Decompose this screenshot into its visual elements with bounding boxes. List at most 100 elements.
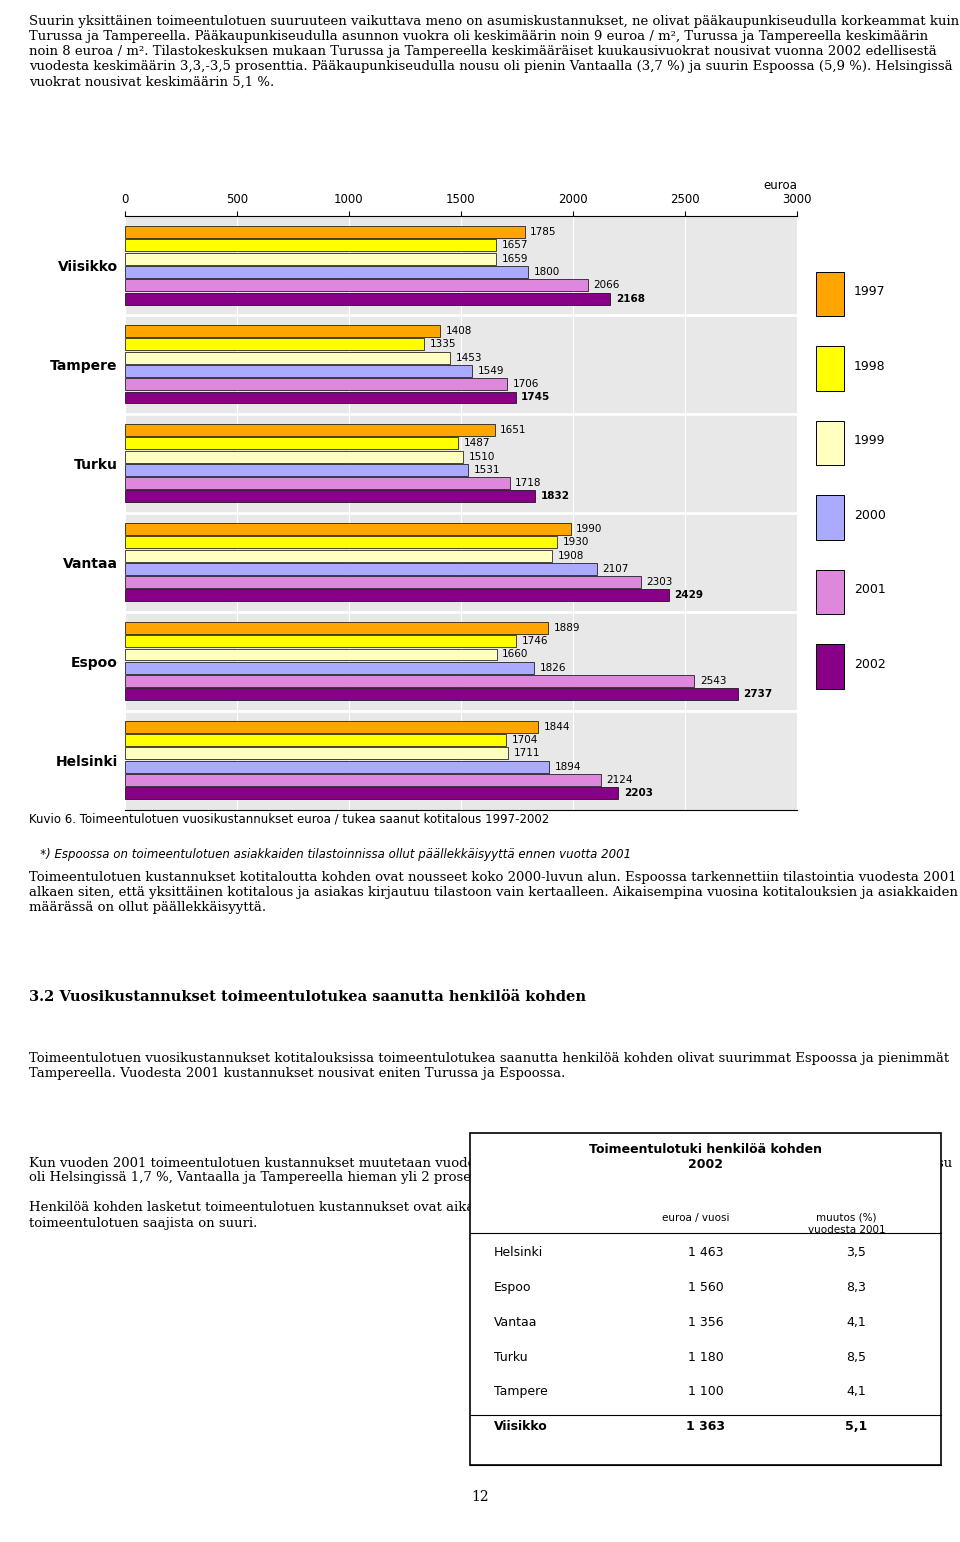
Text: 1657: 1657 bbox=[501, 241, 528, 250]
Text: 1 463: 1 463 bbox=[688, 1246, 723, 1260]
Bar bbox=[125, 589, 669, 601]
FancyBboxPatch shape bbox=[816, 421, 844, 466]
Text: Kuvio 6. Toimeentulotuen vuosikustannukset euroa / tukea saanut kotitalous 1997-: Kuvio 6. Toimeentulotuen vuosikustannuks… bbox=[29, 813, 549, 825]
Text: 1 560: 1 560 bbox=[687, 1281, 724, 1294]
Text: 3.2 Vuosikustannukset toimeentulotukea saanutta henkilöä kohden: 3.2 Vuosikustannukset toimeentulotukea s… bbox=[29, 990, 586, 1004]
Bar bbox=[125, 392, 516, 404]
Text: 1826: 1826 bbox=[540, 663, 566, 672]
Text: 2066: 2066 bbox=[593, 281, 619, 290]
Text: 2429: 2429 bbox=[675, 591, 704, 600]
Bar bbox=[125, 563, 597, 575]
Text: Toimeentulotuki henkilöä kohden
2002: Toimeentulotuki henkilöä kohden 2002 bbox=[589, 1143, 822, 1172]
Text: 2737: 2737 bbox=[743, 689, 773, 700]
Bar bbox=[125, 621, 548, 634]
Bar bbox=[125, 450, 463, 463]
Bar bbox=[125, 722, 538, 732]
Text: 1487: 1487 bbox=[464, 438, 490, 449]
Text: 1785: 1785 bbox=[530, 227, 557, 237]
Text: 1704: 1704 bbox=[512, 736, 539, 745]
Bar bbox=[125, 788, 618, 799]
FancyBboxPatch shape bbox=[816, 569, 844, 614]
Text: euroa / vuosi: euroa / vuosi bbox=[662, 1214, 730, 1223]
Bar bbox=[125, 476, 510, 489]
Text: Tampere: Tampere bbox=[493, 1385, 547, 1399]
Text: 1832: 1832 bbox=[540, 492, 570, 501]
Text: 8,5: 8,5 bbox=[846, 1351, 866, 1363]
Bar bbox=[125, 239, 496, 251]
Bar bbox=[125, 748, 508, 759]
Text: 1908: 1908 bbox=[558, 550, 585, 561]
Bar bbox=[125, 365, 471, 376]
Bar bbox=[125, 549, 552, 561]
Text: 2168: 2168 bbox=[616, 293, 645, 304]
Text: *) Espoossa on toimeentulotuen asiakkaiden tilastoinnissa ollut päällekkäisyyttä: *) Espoossa on toimeentulotuen asiakkaid… bbox=[29, 848, 631, 860]
Text: euroa: euroa bbox=[763, 179, 797, 193]
Text: 1745: 1745 bbox=[521, 393, 550, 402]
Text: 1651: 1651 bbox=[500, 426, 527, 435]
Text: 1711: 1711 bbox=[514, 748, 540, 759]
Text: 2543: 2543 bbox=[700, 675, 727, 686]
Text: 1660: 1660 bbox=[502, 649, 529, 660]
Text: 1549: 1549 bbox=[477, 365, 504, 376]
Text: 1894: 1894 bbox=[555, 762, 581, 771]
Bar bbox=[125, 635, 516, 648]
Bar bbox=[125, 352, 450, 364]
Text: 1 363: 1 363 bbox=[686, 1420, 725, 1433]
Bar bbox=[125, 649, 496, 660]
Bar bbox=[125, 490, 535, 503]
Bar bbox=[125, 293, 611, 304]
Bar bbox=[125, 253, 496, 265]
Text: 4,1: 4,1 bbox=[847, 1385, 866, 1399]
Text: Toimeentulotuen kustannukset kotitaloutta kohden ovat nousseet koko 2000-luvun a: Toimeentulotuen kustannukset kotitaloutt… bbox=[29, 871, 958, 914]
Text: 8,3: 8,3 bbox=[846, 1281, 866, 1294]
Bar bbox=[125, 688, 738, 700]
Text: Toimeentulotuen vuosikustannukset kotitalouksissa toimeentulotukea saanutta henk: Toimeentulotuen vuosikustannukset kotita… bbox=[29, 1052, 948, 1079]
Text: Espoo: Espoo bbox=[493, 1281, 532, 1294]
Text: 12: 12 bbox=[471, 1490, 489, 1505]
Text: 2107: 2107 bbox=[602, 564, 629, 574]
Text: 1 356: 1 356 bbox=[687, 1315, 724, 1329]
Text: 1510: 1510 bbox=[468, 452, 495, 461]
Text: 1718: 1718 bbox=[516, 478, 541, 489]
Text: Turku: Turku bbox=[493, 1351, 528, 1363]
Text: 5,1: 5,1 bbox=[845, 1420, 867, 1433]
Bar bbox=[125, 734, 507, 746]
FancyBboxPatch shape bbox=[816, 495, 844, 540]
Bar bbox=[125, 760, 549, 773]
Text: 1999: 1999 bbox=[853, 435, 885, 447]
Text: 1844: 1844 bbox=[543, 722, 570, 732]
Bar bbox=[125, 523, 570, 535]
Text: 1531: 1531 bbox=[473, 464, 500, 475]
Text: 2000: 2000 bbox=[853, 509, 885, 521]
Bar bbox=[125, 378, 507, 390]
Text: 1800: 1800 bbox=[534, 267, 560, 278]
FancyBboxPatch shape bbox=[816, 645, 844, 689]
Bar bbox=[125, 774, 601, 786]
Bar bbox=[125, 675, 694, 688]
Text: 1335: 1335 bbox=[429, 339, 456, 350]
Text: 1998: 1998 bbox=[853, 359, 885, 373]
Text: 1990: 1990 bbox=[576, 524, 603, 534]
Bar bbox=[125, 537, 557, 549]
Bar bbox=[125, 279, 588, 291]
Text: 1746: 1746 bbox=[521, 637, 548, 646]
Text: Kun vuoden 2001 toimeentulotuen kustannukset muutetaan vuoden 2002 rahan arvoon,: Kun vuoden 2001 toimeentulotuen kustannu… bbox=[29, 1156, 952, 1229]
Text: 1997: 1997 bbox=[853, 285, 885, 298]
Text: 3,5: 3,5 bbox=[846, 1246, 866, 1260]
Text: muutos (%)
vuodesta 2001: muutos (%) vuodesta 2001 bbox=[808, 1214, 885, 1235]
Bar bbox=[125, 227, 525, 237]
FancyBboxPatch shape bbox=[816, 271, 844, 316]
Text: 2303: 2303 bbox=[646, 577, 673, 588]
Text: 1453: 1453 bbox=[456, 353, 482, 362]
Text: Vantaa: Vantaa bbox=[493, 1315, 538, 1329]
Bar bbox=[125, 325, 441, 338]
Bar bbox=[125, 438, 458, 449]
Text: Helsinki: Helsinki bbox=[493, 1246, 543, 1260]
Text: 2124: 2124 bbox=[606, 776, 633, 785]
Bar bbox=[125, 267, 528, 278]
Bar bbox=[125, 424, 494, 436]
Text: 1930: 1930 bbox=[563, 537, 589, 547]
Text: 1 180: 1 180 bbox=[687, 1351, 724, 1363]
Text: 1889: 1889 bbox=[554, 623, 580, 632]
Bar bbox=[125, 464, 468, 476]
